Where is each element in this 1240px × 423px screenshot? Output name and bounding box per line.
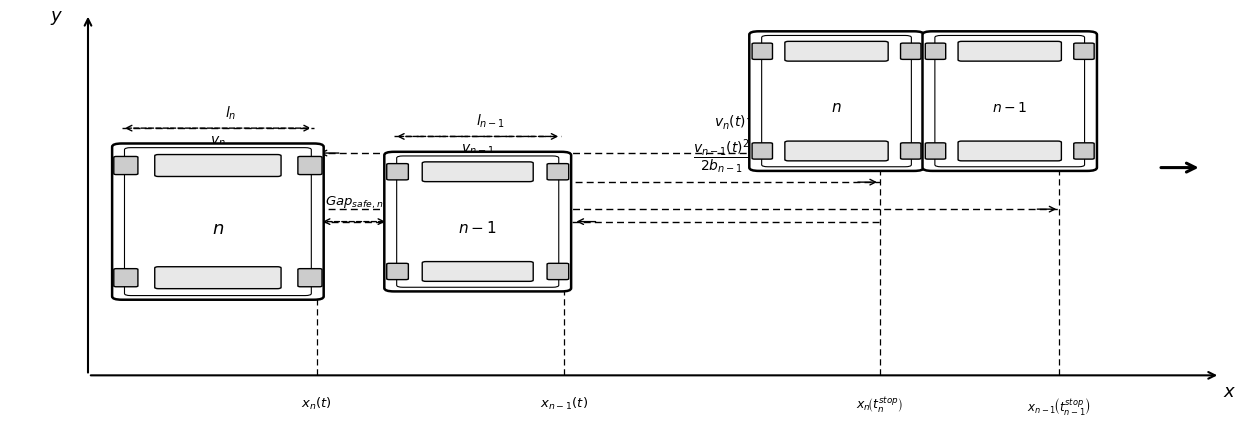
FancyBboxPatch shape xyxy=(112,143,324,300)
Text: $n$: $n$ xyxy=(831,101,842,115)
FancyBboxPatch shape xyxy=(387,264,408,280)
FancyBboxPatch shape xyxy=(547,164,569,180)
Text: $y$: $y$ xyxy=(51,9,63,27)
FancyBboxPatch shape xyxy=(298,269,322,287)
FancyBboxPatch shape xyxy=(959,141,1061,161)
FancyBboxPatch shape xyxy=(900,143,921,159)
FancyBboxPatch shape xyxy=(298,157,322,175)
FancyBboxPatch shape xyxy=(923,31,1097,171)
Text: $\dfrac{v_{n-1}\left(t\right)^2}{2b_{n-1}}$: $\dfrac{v_{n-1}\left(t\right)^2}{2b_{n-1… xyxy=(693,137,751,176)
Text: $x_n\!\left(t_n^{stop}\right)$: $x_n\!\left(t_n^{stop}\right)$ xyxy=(857,396,904,415)
FancyBboxPatch shape xyxy=(785,41,888,61)
Text: $n-1$: $n-1$ xyxy=(992,101,1028,115)
Text: $v_n$: $v_n$ xyxy=(210,135,226,149)
FancyBboxPatch shape xyxy=(384,152,572,291)
FancyBboxPatch shape xyxy=(749,31,924,171)
Text: $x$: $x$ xyxy=(1224,383,1236,401)
FancyBboxPatch shape xyxy=(761,36,911,167)
Text: $l_n$: $l_n$ xyxy=(224,104,236,122)
FancyBboxPatch shape xyxy=(397,156,559,287)
Text: $x_n\left(t\right)$: $x_n\left(t\right)$ xyxy=(301,396,332,412)
Text: $v_{n-1}$: $v_{n-1}$ xyxy=(461,143,495,157)
FancyBboxPatch shape xyxy=(387,164,408,180)
Text: $x_{n-1}\!\left(t_{n-1}^{stop}\right)$: $x_{n-1}\!\left(t_{n-1}^{stop}\right)$ xyxy=(1027,396,1091,417)
FancyBboxPatch shape xyxy=(155,267,281,288)
FancyBboxPatch shape xyxy=(925,143,946,159)
FancyBboxPatch shape xyxy=(785,141,888,161)
FancyBboxPatch shape xyxy=(900,43,921,59)
FancyBboxPatch shape xyxy=(155,154,281,176)
FancyBboxPatch shape xyxy=(423,162,533,181)
FancyBboxPatch shape xyxy=(935,36,1085,167)
Text: $n-1$: $n-1$ xyxy=(459,220,497,236)
FancyBboxPatch shape xyxy=(114,157,138,175)
Text: $l_{n-1}$: $l_{n-1}$ xyxy=(475,113,505,130)
FancyBboxPatch shape xyxy=(114,269,138,287)
Text: $n$: $n$ xyxy=(212,220,224,238)
FancyBboxPatch shape xyxy=(753,43,773,59)
FancyBboxPatch shape xyxy=(124,148,311,296)
Text: $Gap_{safe,n}$: $Gap_{safe,n}$ xyxy=(325,195,383,211)
FancyBboxPatch shape xyxy=(959,41,1061,61)
FancyBboxPatch shape xyxy=(1074,143,1094,159)
FancyBboxPatch shape xyxy=(423,261,533,281)
Text: $x_{n-1}\left(t\right)$: $x_{n-1}\left(t\right)$ xyxy=(541,396,588,412)
FancyBboxPatch shape xyxy=(1074,43,1094,59)
FancyBboxPatch shape xyxy=(547,264,569,280)
Text: $v_n\left(t\right)\tau+\dfrac{v_n\left(t\right)^2}{2b_n}$: $v_n\left(t\right)\tau+\dfrac{v_n\left(t… xyxy=(714,102,811,140)
FancyBboxPatch shape xyxy=(753,143,773,159)
FancyBboxPatch shape xyxy=(925,43,946,59)
